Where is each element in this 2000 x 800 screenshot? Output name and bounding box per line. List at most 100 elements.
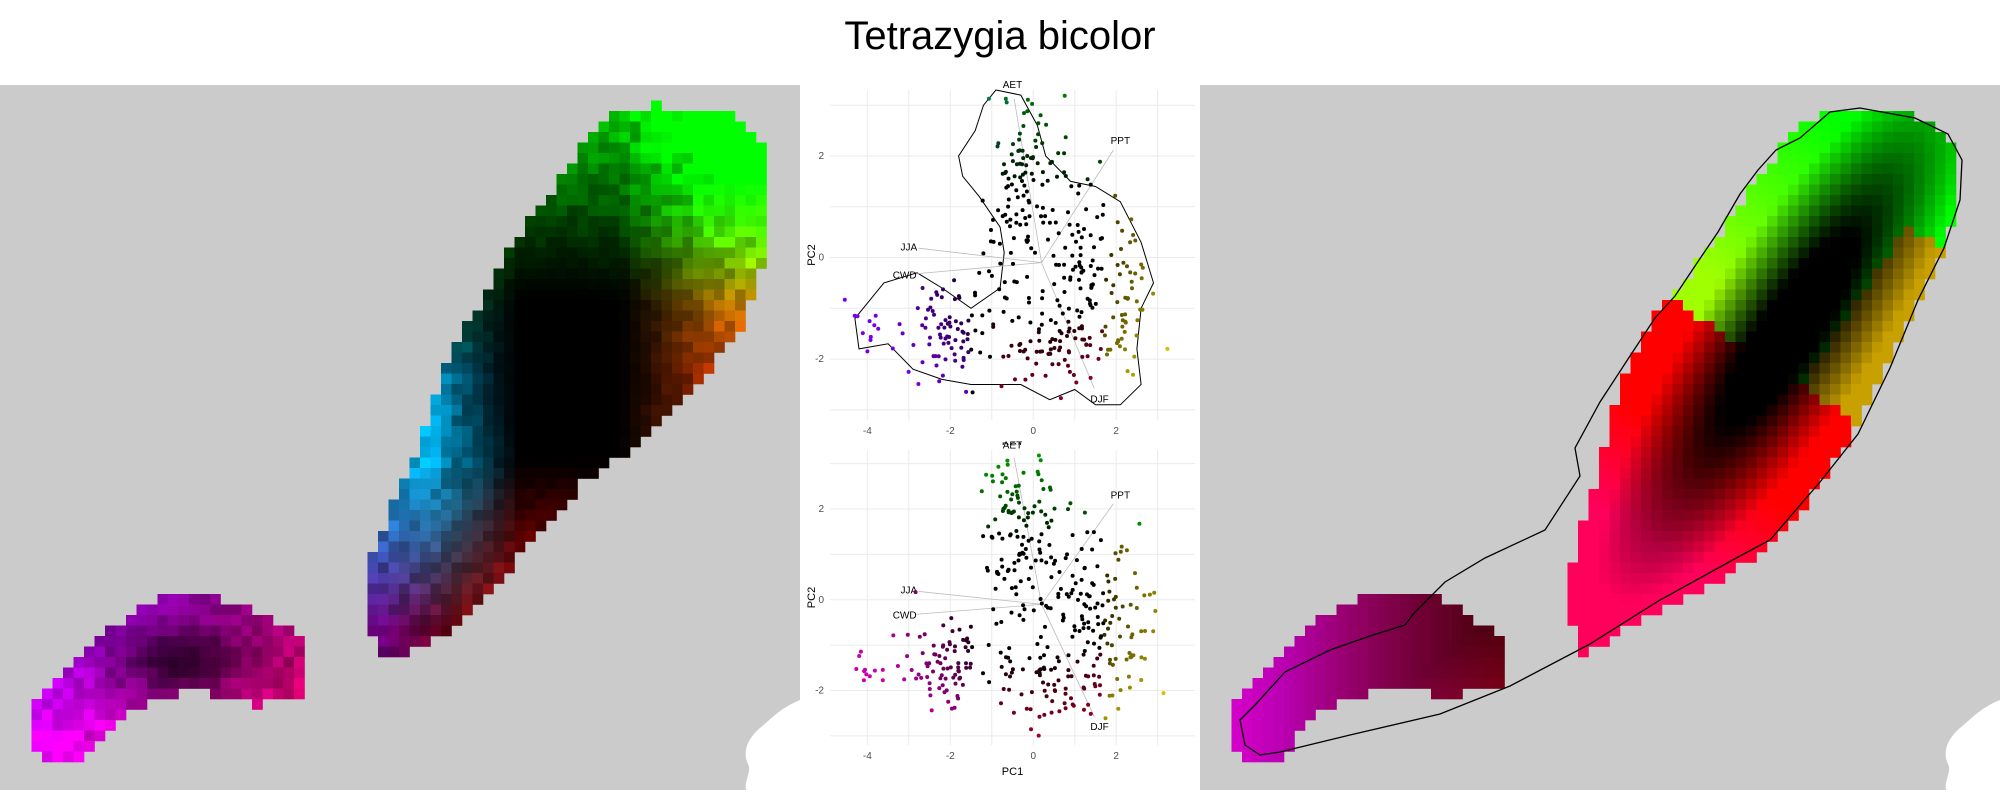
left-map-cell: [556, 331, 568, 343]
pca-point: [1079, 310, 1084, 315]
right-map-cell: [1326, 615, 1337, 626]
pca-point: [1035, 642, 1040, 646]
pca-point: [1095, 564, 1100, 569]
right-map-cell: [1735, 405, 1747, 416]
left-map-cell: [483, 300, 494, 311]
right-map-cell: [1672, 436, 1684, 448]
left-map-cell: [378, 541, 389, 553]
right-map-cell: [1725, 436, 1736, 448]
left-map-cell: [724, 247, 736, 259]
right-map-cell: [1452, 678, 1463, 689]
left-map-cell: [630, 405, 641, 416]
right-map-cell: [1662, 384, 1673, 395]
right-map-cell: [1704, 247, 1715, 259]
left-map-cell: [525, 436, 536, 448]
right-map-cell: [1914, 237, 1925, 248]
left-map-cell: [588, 195, 599, 206]
left-map-cell: [31, 709, 43, 721]
left-map-cell: [546, 489, 557, 500]
pca-point: [1062, 93, 1067, 98]
pca-point: [1063, 135, 1068, 140]
pca-point: [1009, 610, 1014, 615]
pca-point: [1075, 223, 1080, 227]
left-map-cell: [693, 195, 704, 206]
right-map-cell: [1725, 216, 1736, 227]
right-map-cell: [1882, 247, 1894, 259]
right-map-cell: [1242, 730, 1253, 742]
right-map-cell: [1756, 541, 1768, 553]
left-map-cell: [462, 426, 473, 437]
left-map-cell: [651, 268, 662, 280]
pca-point: [997, 241, 1002, 246]
left-map-cell: [493, 478, 505, 490]
right-map-cell: [1704, 279, 1715, 290]
pca-point: [1113, 576, 1118, 581]
left-map-cell: [598, 163, 610, 175]
pca-point: [1105, 352, 1109, 357]
right-map-cell: [1872, 195, 1883, 206]
right-map-cell: [1704, 489, 1715, 500]
right-map-cell: [1840, 373, 1852, 385]
left-map-cell: [388, 583, 400, 595]
left-map-cell: [84, 709, 95, 721]
pca-point: [1062, 290, 1067, 294]
left-map-cell: [661, 279, 673, 290]
pca-point: [1052, 346, 1057, 350]
pca-point: [1063, 245, 1068, 250]
right-map-cell: [1693, 468, 1705, 479]
right-map-cell: [1819, 300, 1831, 311]
left-map-cell: [441, 447, 452, 458]
right-map-cell: [1819, 258, 1831, 269]
left-map-cell: [672, 132, 683, 143]
right-map-cell: [1872, 163, 1883, 175]
right-map-cell: [1840, 394, 1852, 406]
left-map-cell: [504, 468, 515, 479]
right-map-cell: [1851, 394, 1862, 406]
left-map-cell: [514, 520, 526, 532]
left-map-cell: [535, 310, 547, 322]
right-map-cell: [1662, 520, 1673, 532]
left-map-cell: [703, 216, 715, 227]
right-map-cell: [1683, 520, 1694, 532]
pca-point: [1066, 319, 1071, 324]
left-map-cell: [598, 384, 610, 395]
pca-point: [1031, 155, 1035, 160]
pca-point: [1021, 349, 1026, 354]
left-map-cell: [388, 604, 400, 616]
right-map-cell: [1725, 384, 1736, 395]
right-map-cell: [1767, 216, 1778, 227]
left-map-cell: [535, 289, 547, 301]
left-map-cell: [693, 310, 704, 322]
left-map-cell: [168, 667, 179, 679]
pca-point: [1130, 286, 1134, 291]
right-map-cell: [1368, 636, 1379, 647]
left-map-cell: [525, 268, 536, 280]
pca-point: [1021, 156, 1026, 161]
left-map-cell: [451, 604, 463, 616]
pca-point: [1025, 109, 1030, 114]
right-map-cell: [1714, 237, 1726, 248]
left-map-cell: [556, 489, 568, 500]
right-map-cell: [1620, 520, 1631, 532]
pca-point: [1041, 680, 1045, 685]
left-map-cell: [168, 678, 179, 689]
left-map-cell: [577, 331, 589, 343]
pca-top-points: [842, 93, 1170, 401]
left-map-cell: [556, 237, 568, 248]
pca-point: [1011, 142, 1015, 147]
right-map-cell: [1588, 489, 1600, 500]
right-map-cell: [1294, 646, 1306, 658]
right-map-cell: [1473, 667, 1484, 679]
right-map-cell: [1630, 436, 1642, 448]
right-map-cell: [1641, 373, 1652, 385]
right-map-cell: [1882, 121, 1894, 133]
right-map-cell: [1273, 720, 1285, 731]
left-map-cell: [525, 226, 536, 238]
right-map-cell: [1336, 688, 1348, 700]
left-map-cell: [703, 258, 715, 269]
pca-point: [957, 627, 962, 632]
left-map-cell: [609, 111, 620, 122]
right-map-cell: [1767, 394, 1778, 406]
left-map-cell: [504, 384, 515, 395]
pca-point: [1015, 495, 1020, 500]
